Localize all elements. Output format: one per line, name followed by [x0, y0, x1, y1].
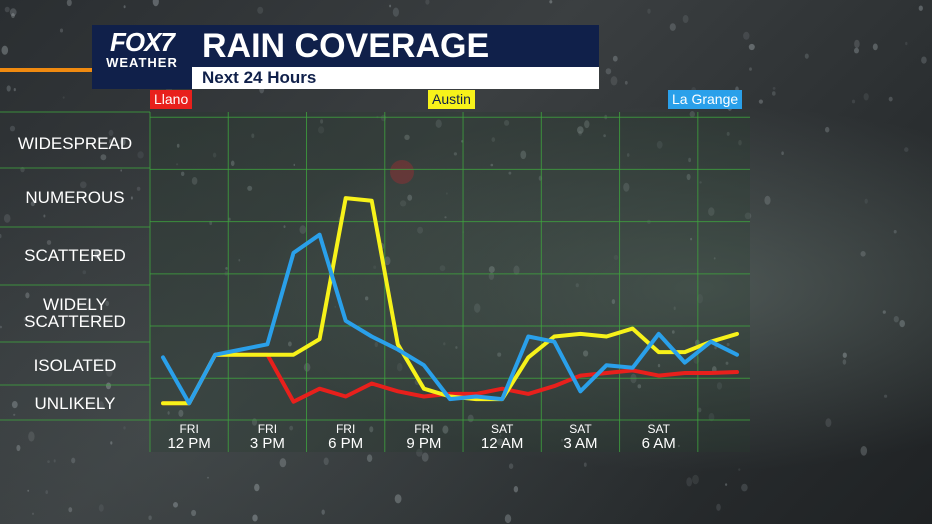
- x-tick-time: 6 AM: [642, 435, 676, 452]
- x-tick-day: FRI: [336, 422, 355, 436]
- x-tick-time: 12 AM: [481, 435, 524, 452]
- y-axis-labels: UNLIKELY ISOLATED WIDELY SCATTERED SCATTERED…: [18, 134, 132, 413]
- x-tick-time: 3 AM: [563, 435, 597, 452]
- x-tick-time: 12 PM: [167, 435, 210, 452]
- y-label-scattered: SCATTERED: [24, 246, 126, 265]
- header: FOX7 WEATHER RAIN COVERAGE Next 24 Hours: [92, 25, 599, 89]
- y-label-widespread: WIDESPREAD: [18, 134, 132, 153]
- x-tick-time: 9 PM: [406, 435, 441, 452]
- x-tick-time: 6 PM: [328, 435, 363, 452]
- logo-sub-text: WEATHER: [106, 55, 178, 70]
- series-line-la-grange: [161, 232, 739, 406]
- series-lines: [161, 196, 739, 406]
- y-label-unlikely: UNLIKELY: [35, 394, 116, 413]
- x-tick-day: FRI: [414, 422, 433, 436]
- y-label-widely-scattered: WIDELY SCATTERED: [24, 295, 126, 331]
- fox7-weather-logo: FOX7 WEATHER: [92, 25, 192, 89]
- x-tick-day: SAT: [647, 422, 670, 436]
- legend-la-grange: La Grange: [668, 90, 743, 109]
- y-label-isolated: ISOLATED: [34, 356, 117, 375]
- accent-line: [0, 68, 155, 72]
- page-subtitle: Next 24 Hours: [192, 67, 599, 89]
- legend-austin: Austin: [428, 90, 475, 109]
- page-title: RAIN COVERAGE: [192, 25, 599, 67]
- x-tick-day: SAT: [569, 422, 592, 436]
- x-tick-time: 3 PM: [250, 435, 285, 452]
- x-tick-day: FRI: [179, 422, 198, 436]
- x-tick-day: FRI: [258, 422, 277, 436]
- y-label-numerous: NUMEROUS: [25, 188, 124, 207]
- logo-main-text: FOX7: [110, 27, 175, 57]
- legend-llano: Llano: [150, 90, 193, 109]
- x-tick-day: SAT: [491, 422, 514, 436]
